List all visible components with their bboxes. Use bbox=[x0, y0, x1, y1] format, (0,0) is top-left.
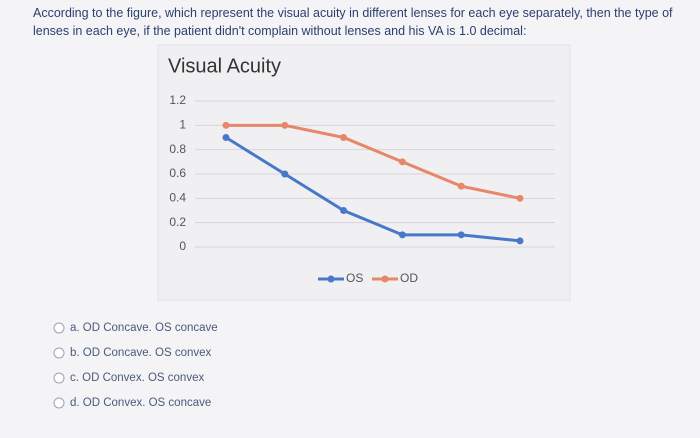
y-tick-label: 0.4 bbox=[169, 191, 186, 205]
point bbox=[516, 237, 524, 245]
radio-button[interactable] bbox=[53, 397, 65, 409]
chart-area bbox=[157, 44, 571, 301]
point bbox=[340, 134, 348, 141]
series-line bbox=[225, 136, 521, 243]
y-tick-label: 0.8 bbox=[169, 142, 186, 156]
option-label[interactable]: b. OD Concave. OS convex bbox=[70, 347, 212, 359]
chart-title: Visual Acuity bbox=[168, 55, 281, 77]
radio-button[interactable] bbox=[53, 322, 65, 334]
y-tick-label: 0 bbox=[179, 239, 186, 253]
y-tick-label: 0.6 bbox=[169, 166, 186, 180]
point bbox=[222, 121, 230, 129]
series-line bbox=[226, 123, 521, 200]
radio-button[interactable] bbox=[53, 347, 65, 359]
radio-button[interactable] bbox=[53, 372, 65, 384]
point bbox=[398, 158, 406, 166]
y-tick-label: 1 bbox=[179, 118, 186, 132]
legend-label: OS bbox=[346, 271, 363, 285]
y-tick-label: 0.2 bbox=[169, 215, 186, 229]
point bbox=[281, 121, 289, 129]
point bbox=[457, 231, 465, 239]
legend-label: OD bbox=[400, 271, 418, 285]
point bbox=[457, 182, 465, 190]
point bbox=[340, 207, 348, 214]
option-label[interactable]: d. OD Convex. OS concave bbox=[70, 397, 211, 409]
option-label[interactable]: c. OD Convex. OS convex bbox=[70, 372, 204, 384]
question: According to the figure, which represent… bbox=[33, 6, 673, 38]
option-label[interactable]: a. OD Concave. OS concave bbox=[70, 322, 218, 334]
point bbox=[281, 170, 289, 178]
legend-marker bbox=[327, 275, 335, 283]
point bbox=[222, 134, 230, 141]
legend-marker bbox=[381, 275, 389, 283]
y-tick-label: 1.2 bbox=[169, 93, 186, 107]
point bbox=[516, 194, 524, 202]
point bbox=[398, 231, 406, 239]
